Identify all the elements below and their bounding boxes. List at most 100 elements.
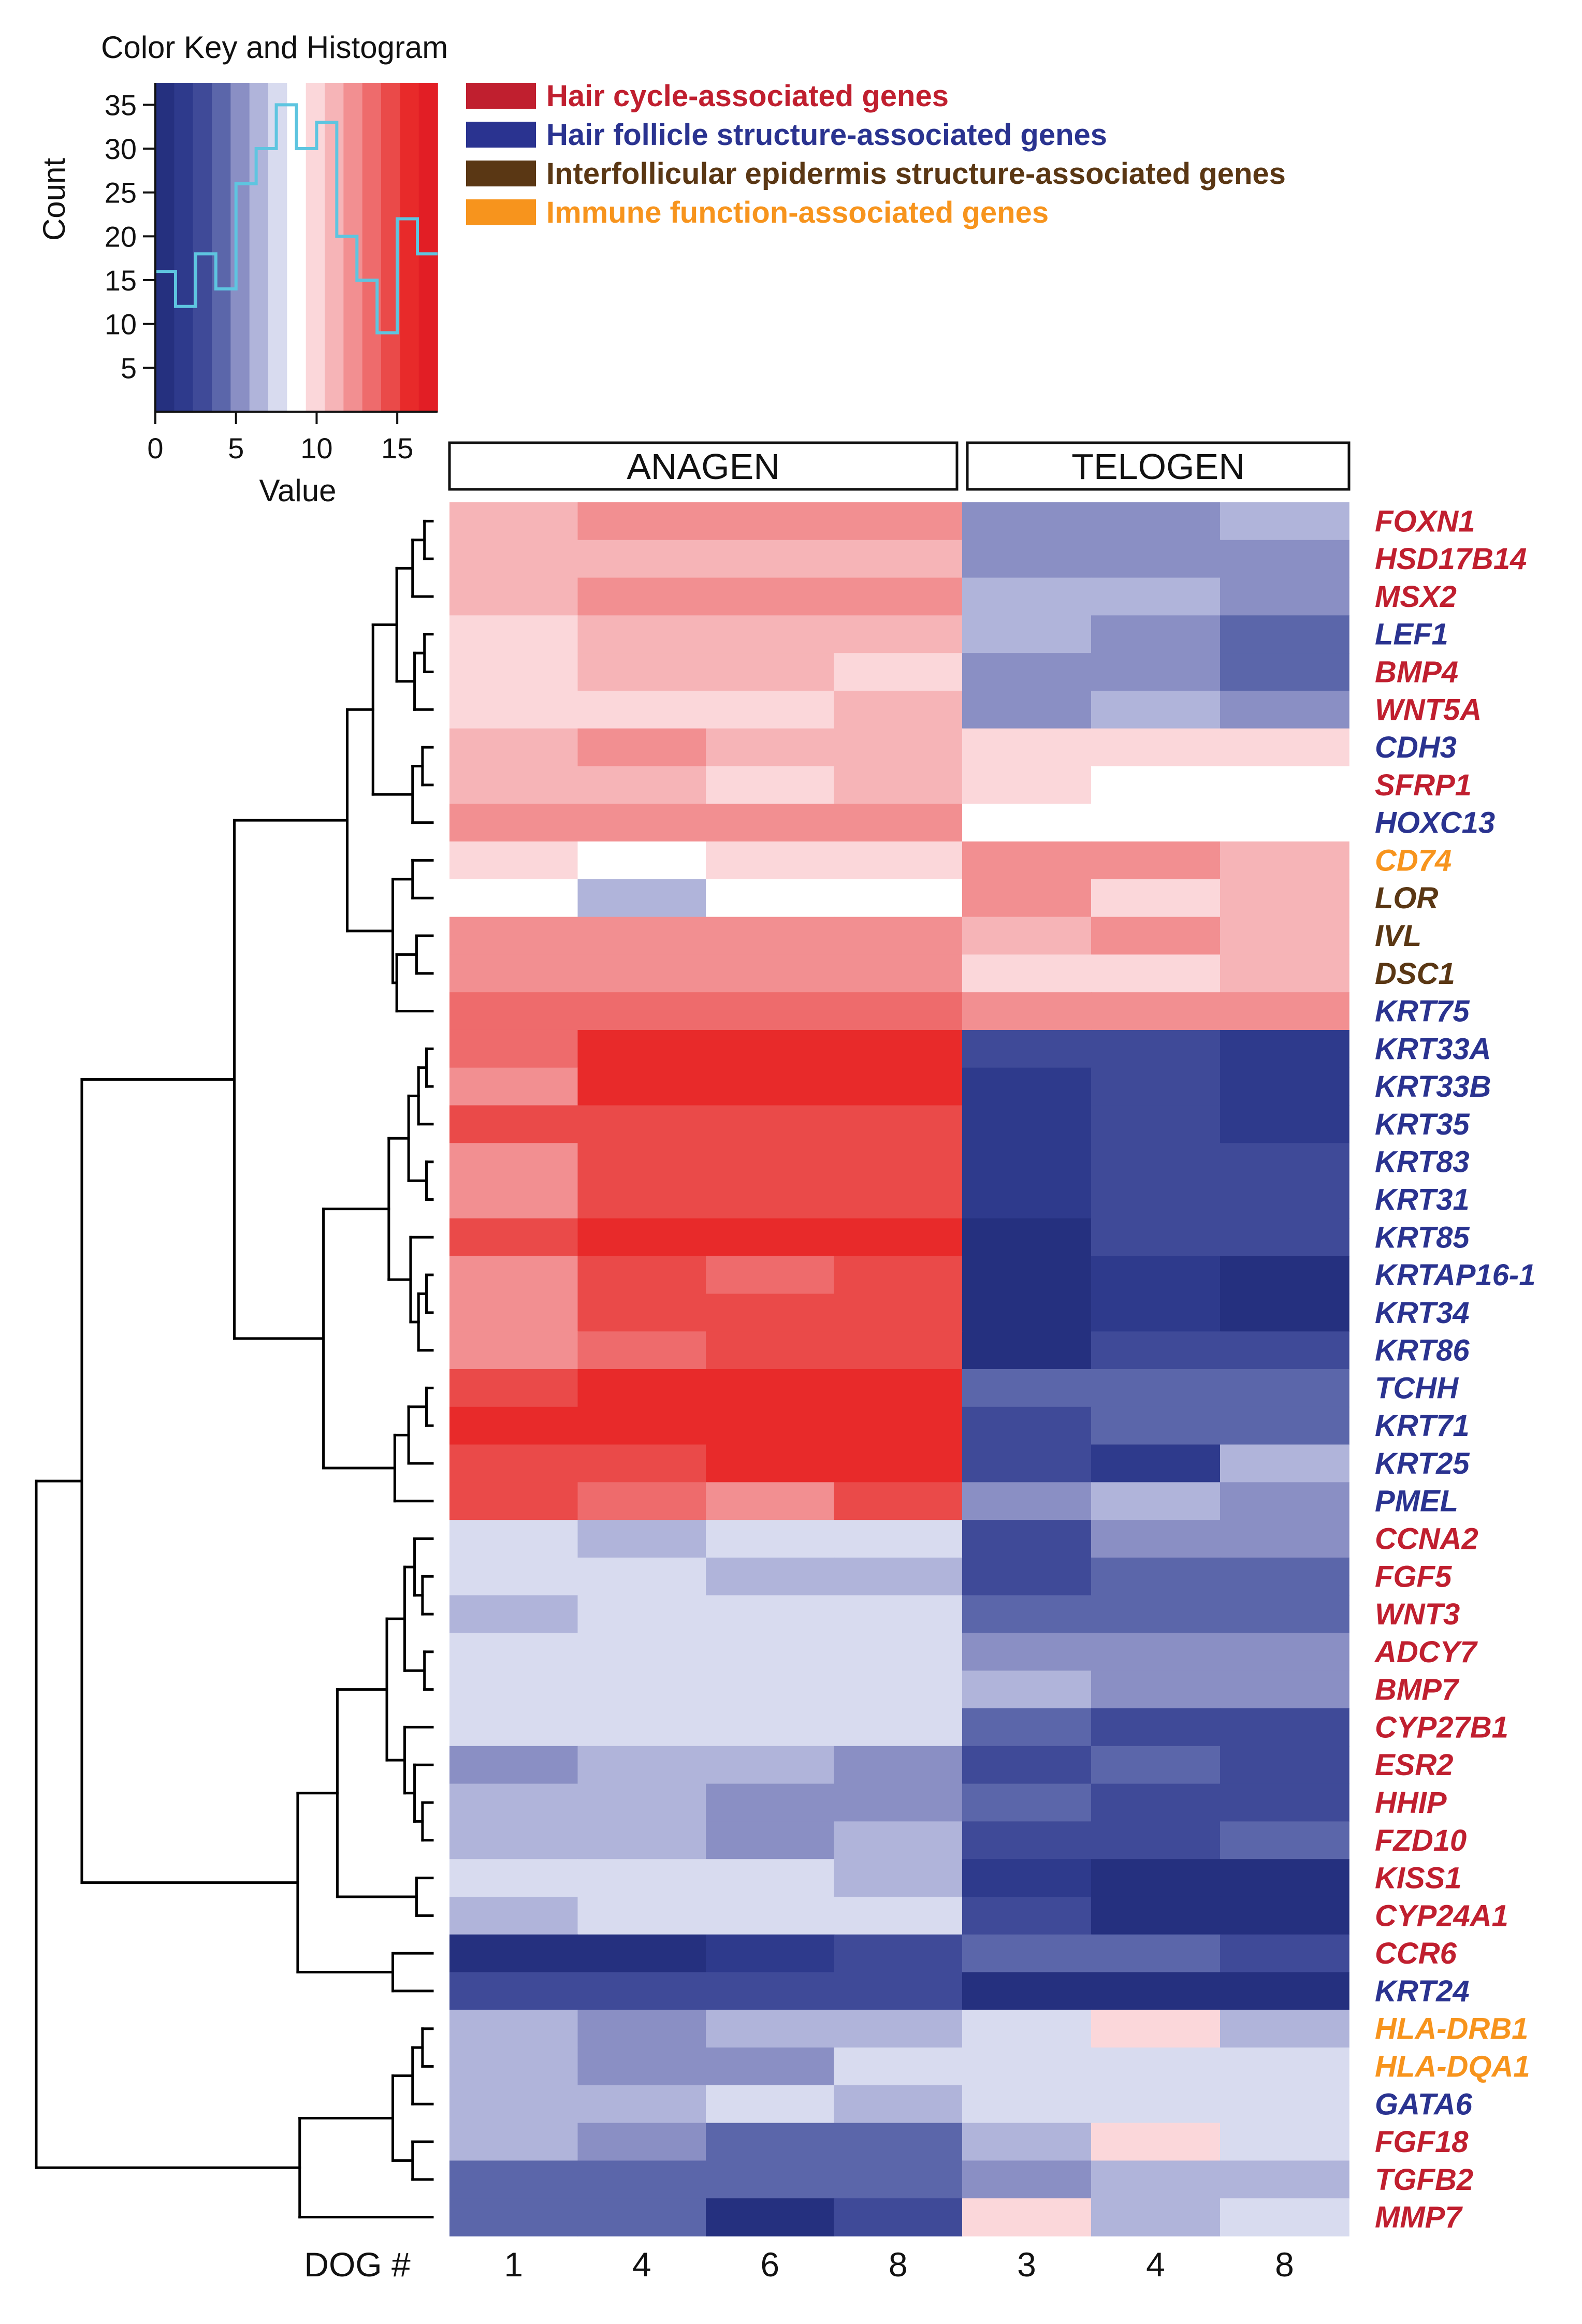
heatmap-cell [449, 1520, 578, 1558]
heatmap-cell [706, 879, 835, 918]
heatmap-cell [962, 1595, 1092, 1634]
heatmap-cell [1091, 1331, 1221, 1370]
gene-label: HLA-DQA1 [1375, 2050, 1530, 2083]
heatmap-cell [449, 1143, 578, 1181]
heatmap-cell [449, 2047, 578, 2086]
heatmap-cell [706, 1934, 835, 1973]
heatmap-cell [1220, 2010, 1349, 2048]
heatmap-cell [962, 1896, 1092, 1935]
heatmap-cell [834, 540, 963, 578]
heatmap-cell [1091, 615, 1221, 653]
heatmap-cell [1220, 2047, 1349, 2086]
heatmap-cell [834, 728, 963, 767]
heatmap-cell [577, 1067, 706, 1106]
gene-label: GATA6 [1375, 2087, 1473, 2121]
column-axis-label: DOG # [304, 2245, 411, 2284]
heatmap-cell [1220, 1557, 1349, 1596]
heatmap-cell [449, 917, 578, 955]
heatmap-cell [706, 2085, 835, 2124]
gene-label: KISS1 [1375, 1862, 1462, 1895]
heatmap-cell [962, 1105, 1092, 1144]
heatmap-cell [962, 917, 1092, 955]
heatmap-cell [1220, 1746, 1349, 1784]
heatmap-cell [834, 1746, 963, 1784]
heatmap-cell [1220, 577, 1349, 616]
gene-label: CYP27B1 [1375, 1710, 1508, 1744]
gene-label: KRT35 [1375, 1108, 1470, 1141]
histogram-line [155, 103, 438, 335]
heatmap-cell [706, 2160, 835, 2199]
gene-label: TGFB2 [1375, 2163, 1473, 2197]
heatmap-cell [834, 1859, 963, 1897]
heatmap-cell [449, 1783, 578, 1822]
heatmap-cell [577, 2160, 706, 2199]
heatmap-cell [1220, 1331, 1349, 1370]
heatmap-cell [1091, 1821, 1221, 1860]
color-key-axes: 0 5 10 15 5 10 15 20 25 30 35 [105, 83, 438, 464]
heatmap-cell [449, 1218, 578, 1257]
gene-label: HLA-DRB1 [1375, 2012, 1528, 2046]
heatmap-cell [706, 653, 835, 691]
heatmap-cell [577, 1821, 706, 1860]
heatmap-cell [1091, 1859, 1221, 1897]
heatmap-cell [1091, 2198, 1221, 2236]
heatmap-cell [1220, 917, 1349, 955]
heatmap-cell [962, 1633, 1092, 1672]
heatmap-cell [1091, 1557, 1221, 1596]
heatmap-cell [706, 1633, 835, 1672]
heatmap-cell [1091, 1256, 1221, 1295]
heatmap-cell [1220, 1294, 1349, 1332]
heatmap-cell [834, 577, 963, 616]
heatmap-cell [1091, 1143, 1221, 1181]
group-header-box [448, 441, 959, 491]
gene-label: FGF5 [1375, 1560, 1452, 1593]
heatmap-cell [834, 992, 963, 1030]
heatmap-cell [706, 2198, 835, 2236]
heatmap-cell [1091, 841, 1221, 880]
y-tick-label: 15 [105, 264, 137, 297]
heatmap-cell [1091, 1369, 1221, 1407]
gene-label: KRT75 [1375, 995, 1470, 1028]
heatmap-cell [1091, 804, 1221, 842]
heatmap-cell [1091, 1671, 1221, 1709]
heatmap-cell [1091, 1746, 1221, 1784]
gene-label: HSD17B14 [1375, 542, 1527, 576]
gene-label: KRT33A [1375, 1032, 1491, 1066]
heatmap-cell [577, 502, 706, 541]
heatmap-cell [577, 766, 706, 805]
heatmap-cell [706, 1105, 835, 1144]
heatmap-cell [962, 1972, 1092, 2011]
heatmap-cell [1220, 1633, 1349, 1672]
gene-label: BMP7 [1375, 1673, 1460, 1707]
gene-label: KRT83 [1375, 1145, 1470, 1179]
y-tick-label: 30 [105, 133, 137, 165]
heatmap-cell [962, 1444, 1092, 1483]
gene-label: KRT34 [1375, 1296, 1470, 1330]
gene-label: ADCY7 [1374, 1635, 1478, 1669]
heatmap-cell [1091, 1934, 1221, 1973]
heatmap-cell [449, 1181, 578, 1219]
heatmap-cell [577, 2123, 706, 2161]
heatmap-cell [962, 2010, 1092, 2048]
y-tick-label: 35 [105, 89, 137, 121]
heatmap-cell [1091, 2047, 1221, 2086]
heatmap-cell [834, 1896, 963, 1935]
gene-label: CDH3 [1375, 731, 1457, 764]
heatmap-cell [1091, 1708, 1221, 1747]
color-key-strip [325, 83, 344, 412]
heatmap-cell [1220, 1595, 1349, 1634]
heatmap-cell [449, 1746, 578, 1784]
heatmap-cell [962, 1520, 1092, 1558]
heatmap-cell [449, 1256, 578, 1295]
y-tick-label: 20 [105, 220, 137, 253]
heatmap-cell [834, 1633, 963, 1672]
heatmap-cell [577, 690, 706, 729]
heatmap-cell [449, 1369, 578, 1407]
heatmap-cell [706, 1256, 835, 1295]
x-tick-label: 0 [147, 432, 163, 464]
heatmap-cell [834, 954, 963, 993]
heatmap-cell [834, 1406, 963, 1445]
heatmap-cell [706, 1671, 835, 1709]
heatmap-cell [834, 1482, 963, 1520]
